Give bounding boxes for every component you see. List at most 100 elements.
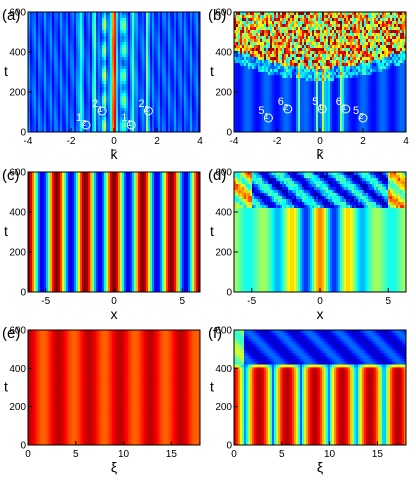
heatmap-cell <box>108 87 111 91</box>
heatmap-cell <box>402 45 405 49</box>
heatmap-cell <box>164 75 167 79</box>
heatmap-cell <box>300 21 303 25</box>
heatmap-cell <box>172 129 175 133</box>
heatmap-cell <box>36 96 39 100</box>
heatmap-cell <box>154 63 157 67</box>
heatmap-cell <box>38 87 41 91</box>
heatmap-cell <box>46 105 49 109</box>
heatmap-cell <box>116 102 119 106</box>
heatmap-cell <box>62 54 65 58</box>
heatmap-cell <box>122 78 125 82</box>
heatmap-cell <box>164 81 167 85</box>
heatmap-cell <box>142 39 145 43</box>
heatmap-cell <box>190 72 193 76</box>
heatmap-cell <box>158 54 161 58</box>
heatmap-cell <box>168 21 171 25</box>
heatmap-cell <box>324 18 327 22</box>
heatmap-cell <box>174 39 177 43</box>
heatmap-cell <box>160 15 163 19</box>
heatmap-cell <box>340 12 343 16</box>
heatmap-cell <box>86 129 89 133</box>
heatmap-cell <box>282 48 285 52</box>
heatmap-cell <box>144 33 147 37</box>
heatmap-cell <box>66 75 69 79</box>
heatmap-cell <box>400 24 403 28</box>
heatmap-cell <box>274 18 277 22</box>
heatmap-cell <box>38 129 41 133</box>
heatmap-cell <box>60 129 63 133</box>
heatmap-cell <box>190 54 193 58</box>
heatmap-cell <box>338 30 341 34</box>
heatmap-cell <box>398 54 401 58</box>
heatmap-cell <box>166 27 169 31</box>
heatmap-cell <box>40 87 43 91</box>
heatmap-cell <box>80 42 83 46</box>
heatmap-cell <box>120 75 123 79</box>
heatmap-cell <box>328 24 331 28</box>
heatmap-cell <box>180 81 183 85</box>
heatmap-cell <box>148 81 151 85</box>
heatmap-cell <box>328 27 331 31</box>
heatmap-cell <box>196 45 199 49</box>
heatmap-cell <box>90 51 93 55</box>
heatmap-cell <box>40 123 43 127</box>
heatmap-cell <box>102 123 105 127</box>
heatmap-cell <box>190 51 193 55</box>
heatmap-cell <box>110 93 113 97</box>
heatmap-cell <box>374 30 377 34</box>
heatmap-cell <box>172 108 175 112</box>
heatmap-cell <box>94 60 97 64</box>
heatmap-cell <box>290 33 293 37</box>
heatmap-cell <box>76 84 79 88</box>
heatmap-cell <box>108 33 111 37</box>
heatmap-cell <box>178 120 181 124</box>
heatmap-cell <box>134 114 137 118</box>
heatmap-cell <box>332 45 335 49</box>
heatmap-cell <box>164 84 167 88</box>
heatmap-cell <box>72 15 75 19</box>
heatmap-cell <box>136 126 139 130</box>
heatmap-cell <box>160 102 163 106</box>
heatmap-cell <box>28 18 31 22</box>
heatmap-cell <box>264 42 267 46</box>
heatmap-cell <box>148 111 151 115</box>
heatmap-cell <box>170 111 173 115</box>
heatmap-cell <box>156 39 159 43</box>
heatmap-cell <box>352 27 355 31</box>
heatmap-cell <box>108 60 111 64</box>
heatmap-cell <box>88 24 91 28</box>
heatmap-cell <box>402 12 405 16</box>
heatmap-cell <box>98 123 101 127</box>
heatmap-cell <box>196 123 199 127</box>
heatmap-cell <box>342 21 345 25</box>
heatmap-cell <box>172 30 175 34</box>
heatmap-cell <box>124 27 127 31</box>
heatmap-cell <box>288 15 291 19</box>
heatmap-cell <box>88 15 91 19</box>
heatmap-cell <box>32 33 35 37</box>
heatmap-cell <box>98 42 101 46</box>
heatmap-cell <box>148 78 151 82</box>
heatmap-cell <box>68 21 71 25</box>
heatmap-cell <box>142 99 145 103</box>
heatmap-cell <box>330 39 333 43</box>
heatmap-cell <box>176 102 179 106</box>
heatmap-cell <box>306 12 309 16</box>
heatmap-cell <box>132 48 135 52</box>
heatmap-cell <box>188 66 191 70</box>
heatmap-cell <box>48 75 51 79</box>
heatmap-cell <box>32 60 35 64</box>
heatmap-cell <box>376 54 379 58</box>
heatmap-cell <box>68 117 71 121</box>
heatmap-cell <box>110 108 113 112</box>
heatmap-cell <box>322 36 325 40</box>
heatmap-cell <box>368 51 371 55</box>
heatmap-cell <box>62 45 65 49</box>
heatmap-cell <box>152 114 155 118</box>
heatmap-cell <box>382 36 385 40</box>
heatmap-cell <box>42 105 45 109</box>
heatmap-cell <box>32 129 35 133</box>
heatmap-cell <box>294 57 297 61</box>
heatmap-cell <box>240 57 243 61</box>
heatmap-cell <box>194 18 197 22</box>
